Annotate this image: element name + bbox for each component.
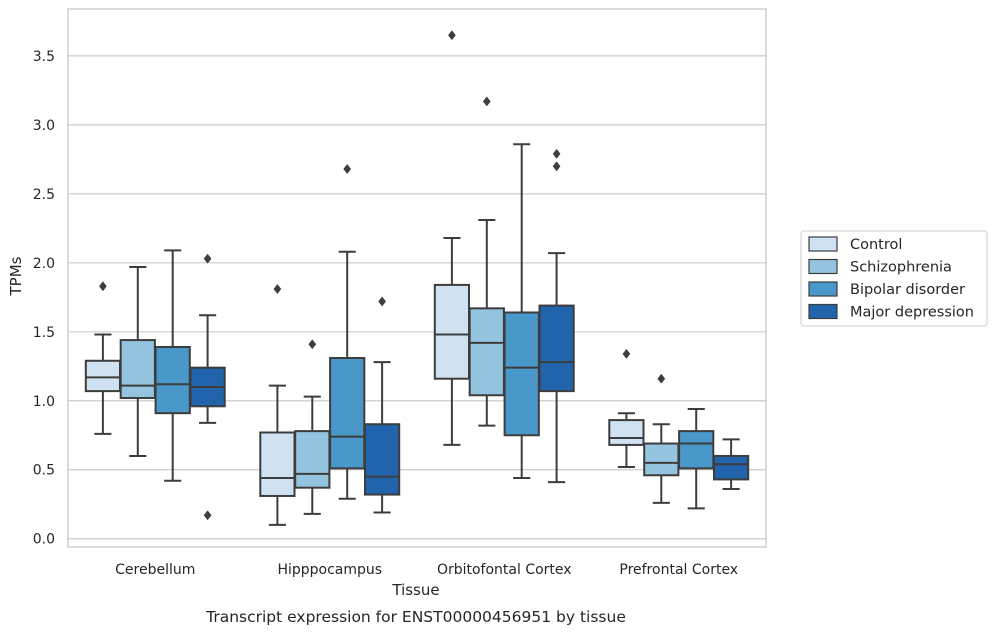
y-tick-label: 3.5 <box>33 49 55 65</box>
box-body <box>433 283 471 380</box>
y-axis-label: TPMs <box>7 256 25 296</box>
box-body <box>119 339 156 400</box>
y-tick-label: 1.5 <box>33 325 55 341</box>
x-tick-label: Cerebellum <box>115 562 195 578</box>
outlier-point <box>622 348 631 359</box>
box <box>363 296 401 514</box>
legend-frame <box>800 230 988 327</box>
box-plot-series <box>84 30 750 526</box>
plot-frame <box>67 8 767 548</box>
y-tick-label: 0.0 <box>33 532 55 548</box>
box <box>468 96 505 427</box>
outlier-point <box>273 284 282 295</box>
box-body <box>678 430 715 470</box>
box-body <box>468 307 505 397</box>
outlier-point <box>552 148 561 159</box>
box <box>154 249 191 482</box>
legend-item: Major depression <box>808 303 974 321</box>
legend-swatch <box>808 303 838 320</box>
box-body <box>84 359 122 393</box>
box-body <box>538 304 575 393</box>
legend-swatch <box>808 236 838 252</box>
box-body <box>259 431 296 497</box>
y-tick-label: 0.5 <box>33 463 55 479</box>
box-body <box>608 419 645 446</box>
box <box>119 265 156 457</box>
outlier-point <box>203 253 212 264</box>
legend-label: Schizophrenia <box>850 260 952 276</box>
outlier-point <box>482 96 491 107</box>
outlier-point <box>657 373 666 384</box>
outlier-point <box>308 339 317 350</box>
box <box>329 164 366 500</box>
box <box>678 408 715 510</box>
x-axis-label: Tissue <box>391 581 439 599</box>
x-tick-label: Hipppocampus <box>277 562 382 578</box>
legend-item: Control <box>808 236 902 253</box>
outlier-point <box>98 281 107 292</box>
outlier-point <box>378 296 387 307</box>
box <box>433 30 471 446</box>
y-tick-label: 3.0 <box>33 118 55 134</box>
outlier-point <box>343 164 352 175</box>
legend-item: Schizophrenia <box>808 258 952 276</box>
box-body <box>329 357 366 470</box>
legend-label: Control <box>850 237 902 253</box>
box-body <box>294 430 331 489</box>
box-body <box>154 345 191 415</box>
box <box>712 438 750 491</box>
box <box>608 348 645 468</box>
box <box>643 373 680 504</box>
box <box>259 284 296 526</box>
y-tick-label: 2.5 <box>33 187 55 203</box>
legend-label: Bipolar disorder <box>850 282 965 298</box>
y-tick-labels: 0.0 0.5 1.0 1.5 2.0 2.5 3.0 3.5 <box>33 49 55 548</box>
box-body <box>503 311 540 437</box>
legend-item: Bipolar disorder <box>808 281 965 298</box>
legend: Control Schizophrenia Bipolar disorder Majo… <box>800 230 988 327</box>
legend-swatch <box>808 281 838 297</box>
box <box>294 339 331 515</box>
x-tick-labels: Cerebellum Hipppocampus Orbitofontal Corte… <box>115 562 738 578</box>
box-body <box>363 423 401 496</box>
y-tick-label: 2.0 <box>33 256 55 272</box>
box <box>84 281 122 435</box>
outlier-point <box>203 510 212 521</box>
x-tick-label: Orbitofontal Cortex <box>437 562 572 578</box>
outlier-point <box>552 161 561 172</box>
outlier-point <box>447 30 456 41</box>
x-tick-label: Prefrontal Cortex <box>619 562 738 578</box>
chart-caption: Transcript expression for ENST0000045695… <box>205 608 626 626</box>
legend-swatch <box>808 258 838 275</box>
box <box>538 148 575 484</box>
box <box>503 143 540 480</box>
box <box>189 253 226 521</box>
series-control <box>84 30 645 526</box>
box-body <box>712 454 750 481</box>
series-major-depression <box>189 148 750 521</box>
y-tick-label: 1.0 <box>33 394 55 410</box>
series-bipolar-disorder <box>154 143 715 510</box>
box-body <box>643 442 680 477</box>
legend-label: Major depression <box>850 305 974 321</box>
